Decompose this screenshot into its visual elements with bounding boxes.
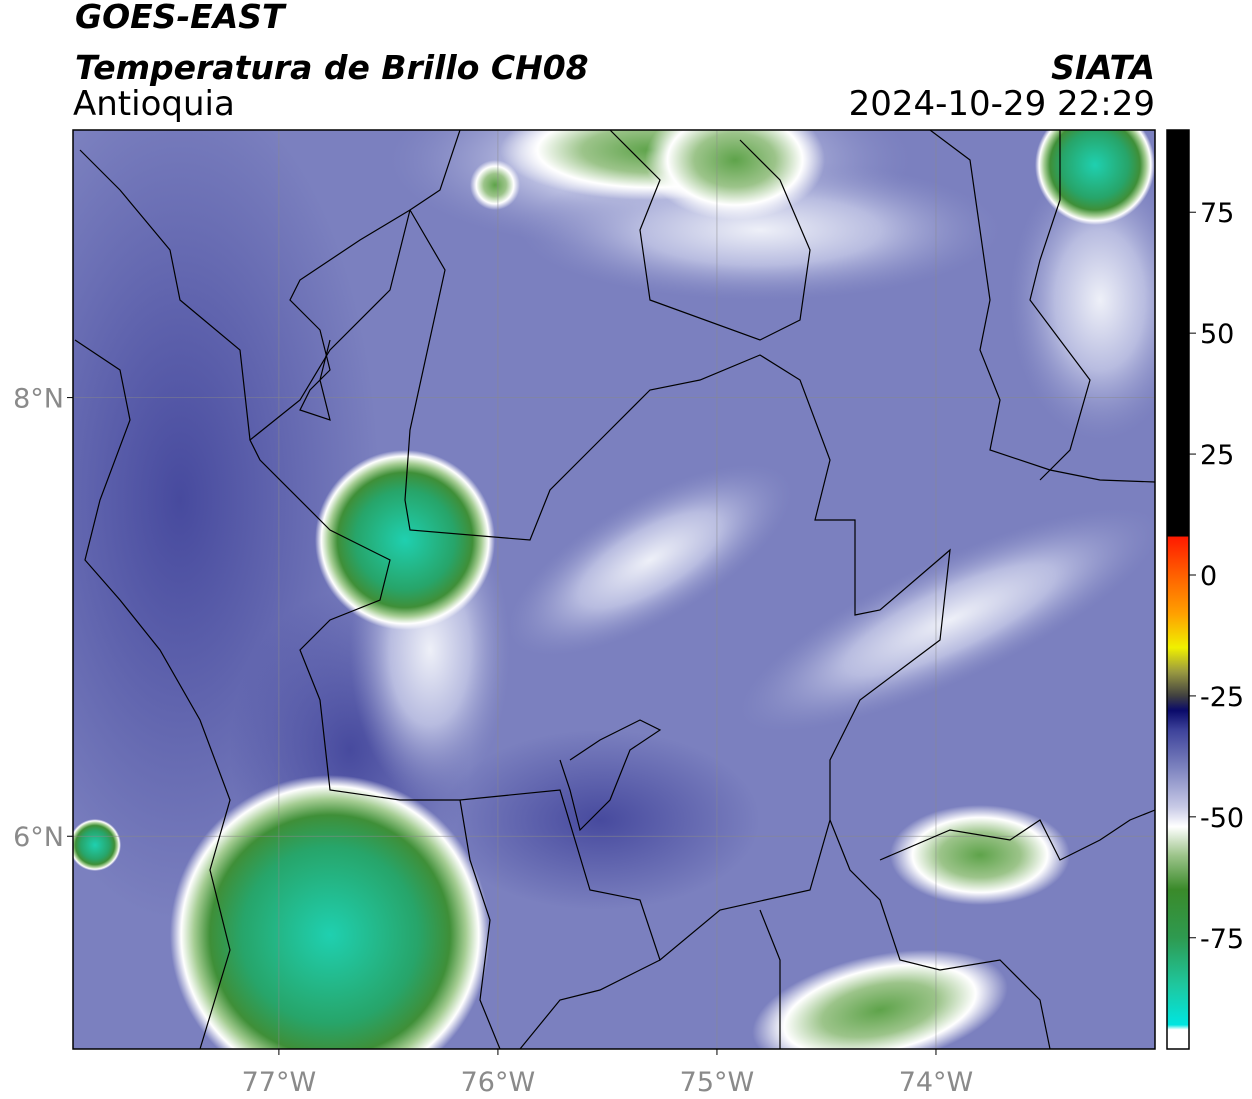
colorbar-tick-label: 25 — [1200, 440, 1234, 471]
y-tick-label: 8°N — [13, 384, 64, 415]
map-field — [73, 130, 1155, 1049]
colorbar-tick-label: -75 — [1200, 924, 1244, 955]
map-frame — [72, 129, 1156, 1050]
y-tick-label: 6°N — [13, 822, 64, 853]
source: SIATA — [1051, 48, 1155, 87]
colorbar-tick-label: 0 — [1200, 561, 1217, 592]
subtitle: Temperatura de Brillo CH08 — [75, 48, 589, 87]
x-tick-label: 77°W — [242, 1067, 317, 1098]
title: GOES-EAST — [75, 0, 287, 36]
datetime: 2024-10-29 22:29 — [849, 84, 1155, 124]
x-tick-label: 75°W — [680, 1067, 755, 1098]
colorbar-tick-label: 75 — [1200, 198, 1234, 229]
x-tick-label: 76°W — [461, 1067, 536, 1098]
colorbar-tick-label: 50 — [1200, 319, 1234, 350]
colorbar — [1166, 129, 1190, 1050]
x-tick-label: 74°W — [899, 1067, 974, 1098]
colorbar-tick-label: -50 — [1200, 803, 1244, 834]
region: Antioquia — [73, 84, 235, 124]
colorbar-tick-label: -25 — [1200, 682, 1244, 713]
